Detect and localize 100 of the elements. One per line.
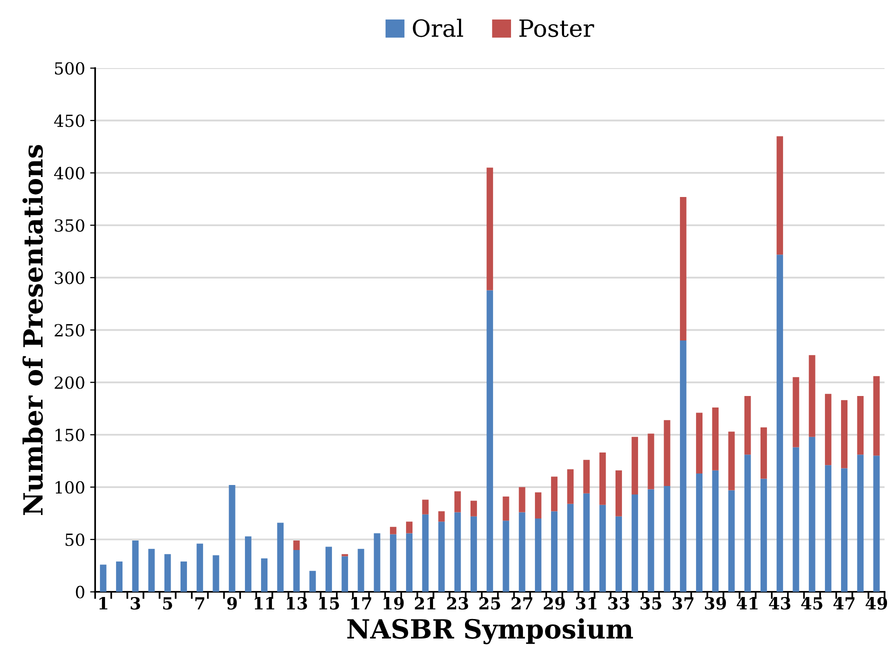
bar	[712, 408, 719, 470]
x-axis-title: NASBR Symposium	[347, 618, 633, 644]
bar	[551, 511, 558, 592]
y-tick-label: 500	[55, 62, 84, 75]
y-tick-label: 100	[56, 481, 84, 494]
x-tick-label: 31	[576, 597, 596, 610]
bar	[583, 460, 590, 494]
x-tick-label: 17	[351, 597, 372, 610]
y-tick-label: 350	[54, 219, 84, 232]
bar	[632, 494, 638, 592]
bar	[824, 465, 832, 592]
bar	[228, 485, 236, 592]
bar	[438, 522, 445, 592]
bar	[518, 512, 526, 592]
bar	[342, 556, 348, 592]
x-tick-label: 13	[286, 597, 308, 610]
bar	[470, 500, 477, 516]
bar	[486, 168, 494, 290]
bar	[422, 500, 429, 514]
bar	[390, 534, 396, 592]
x-tick-label: 15	[319, 597, 340, 610]
bar	[616, 516, 622, 592]
bar	[502, 496, 510, 521]
bar	[664, 420, 670, 486]
bar	[616, 470, 622, 516]
x-tick-label: 9	[227, 597, 237, 610]
x-tick-label: 41	[736, 597, 758, 610]
y-tick-label: 200	[54, 376, 84, 389]
bar	[567, 469, 574, 504]
bar	[148, 548, 155, 592]
bar	[196, 544, 204, 592]
x-tick-label: 37	[672, 597, 694, 610]
bar	[632, 436, 638, 494]
x-tick-label: 5	[163, 597, 172, 610]
x-tick-label: 33	[608, 597, 630, 610]
bar	[857, 454, 864, 592]
legend-label: Oral	[412, 18, 464, 38]
x-tick-label: 7	[195, 597, 204, 610]
bar	[309, 570, 316, 592]
bar	[244, 536, 252, 592]
bar	[824, 394, 832, 466]
y-tick-label: 300	[54, 272, 84, 284]
bar	[841, 468, 848, 592]
bar	[808, 436, 816, 592]
bar	[132, 540, 139, 592]
y-tick-label: 0	[76, 586, 84, 598]
x-tick-label: 23	[447, 597, 468, 610]
bar	[841, 400, 848, 468]
bar	[808, 355, 816, 437]
bar	[164, 554, 171, 592]
bar	[776, 136, 784, 255]
bar	[873, 376, 880, 456]
bar	[534, 492, 542, 519]
bar	[358, 548, 364, 592]
bar	[728, 490, 735, 592]
bar	[776, 254, 784, 592]
x-tick-label: 19	[384, 597, 404, 610]
bar	[583, 493, 590, 592]
bar	[599, 452, 606, 505]
bar	[744, 396, 751, 455]
bar	[486, 290, 494, 592]
bar	[518, 487, 526, 512]
legend-label: Poster	[519, 20, 594, 38]
bar	[502, 520, 510, 592]
x-tick-label: 45	[801, 597, 822, 610]
y-tick-label: 150	[56, 428, 84, 442]
bar	[696, 473, 702, 592]
bar	[567, 504, 574, 592]
bar	[422, 514, 429, 592]
x-tick-label: 3	[130, 597, 140, 610]
x-tick-label: 35	[640, 597, 662, 610]
y-tick-label: 400	[54, 166, 84, 180]
x-tick-label: 39	[704, 597, 726, 610]
bar	[760, 427, 767, 479]
bar	[454, 491, 461, 512]
bar	[712, 470, 719, 592]
y-tick-label: 250	[54, 324, 84, 337]
x-tick-label: 49	[866, 597, 888, 610]
bar	[277, 522, 284, 592]
bar	[744, 454, 751, 592]
y-tick-label: 50	[66, 533, 84, 546]
x-tick-label: 21	[414, 597, 436, 610]
x-tick-label: 43	[768, 597, 790, 610]
bar	[180, 561, 187, 592]
bar	[534, 518, 542, 592]
y-axis-title: Number of Presentations	[22, 144, 43, 515]
bar	[212, 555, 220, 592]
x-tick-label: 11	[254, 597, 274, 610]
bar	[551, 476, 558, 512]
bar	[599, 504, 606, 592]
bar	[792, 377, 800, 448]
bar	[648, 489, 654, 592]
bar	[438, 511, 445, 522]
bar	[406, 522, 413, 534]
bar	[873, 456, 880, 592]
bar	[100, 564, 106, 592]
bar	[857, 396, 864, 455]
bar	[728, 432, 735, 490]
bar	[326, 546, 332, 592]
bar	[664, 486, 670, 592]
